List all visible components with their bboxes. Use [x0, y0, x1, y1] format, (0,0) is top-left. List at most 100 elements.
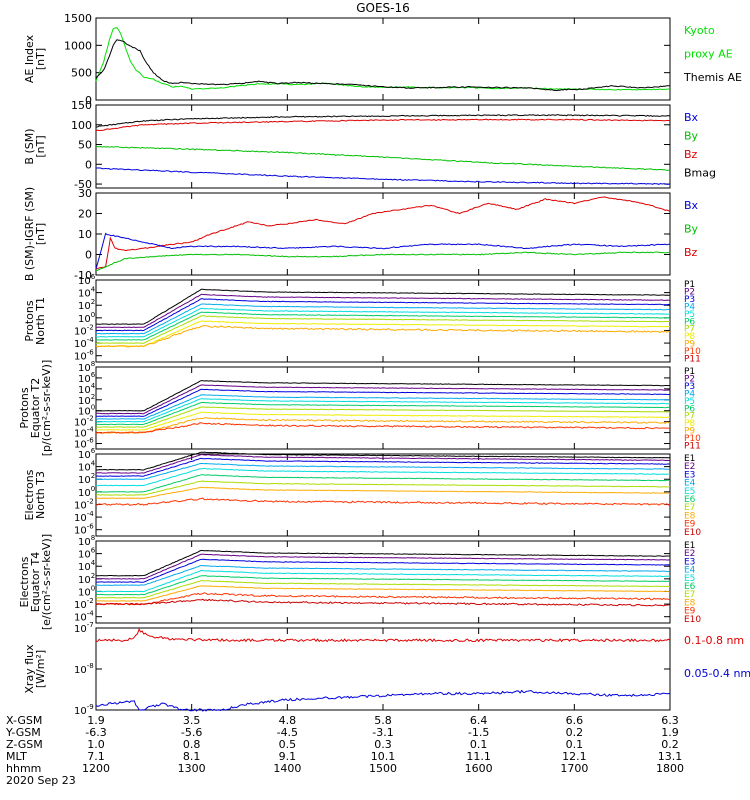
y-axis-label: Xray flux — [23, 644, 36, 694]
ephemeris-value: 1800 — [656, 762, 684, 775]
legend-entry: E9 — [684, 607, 696, 617]
channel-line-e7 — [95, 579, 671, 599]
channel-line-e3 — [95, 457, 671, 477]
channel-line-p8 — [95, 320, 671, 348]
panel-frame — [95, 104, 671, 189]
ephemeris-value: 9.1 — [279, 750, 297, 763]
channel-line-e9 — [95, 592, 671, 606]
legend-entry: P9 — [684, 340, 695, 350]
legend-entry: E5 — [684, 487, 695, 497]
legend-entry: Kyoto — [684, 24, 715, 37]
channel-line-p4 — [95, 394, 670, 420]
legend-entry: P3 — [684, 295, 695, 305]
channel-line-e10 — [95, 598, 670, 607]
channel-line-e1 — [95, 451, 670, 471]
ephemeris-value: 1400 — [273, 762, 301, 775]
ephemeris-label: Z-GSM — [6, 738, 43, 751]
series-line-by — [95, 145, 670, 171]
legend-entry: P7 — [684, 412, 695, 422]
y-tick-label: 0 — [85, 158, 92, 171]
y-axis-label: North T3 — [34, 471, 47, 519]
legend-entry: proxy AE — [684, 47, 733, 60]
legend-entry: E8 — [684, 598, 696, 608]
ephemeris-value: 8.1 — [183, 750, 201, 763]
legend-entry: P8 — [684, 419, 695, 429]
channel-line-p2 — [96, 293, 671, 329]
ephemeris-value: 13.1 — [658, 750, 683, 763]
series-line-by — [96, 251, 671, 271]
channel-line-p8 — [96, 411, 671, 431]
legend-entry: 0.1-0.8 nm — [684, 634, 744, 647]
legend-entry: E3 — [684, 470, 695, 480]
y-tick-label: 20 — [78, 208, 92, 221]
ephemeris-value: 1.9 — [87, 714, 105, 727]
channel-line-p9 — [95, 416, 671, 434]
channel-line-p7 — [96, 315, 671, 344]
channel-line-p3 — [96, 298, 671, 332]
ephemeris-value: 0.1 — [470, 738, 488, 751]
ephemeris-value: 1300 — [178, 762, 206, 775]
ephemeris-value: 5.8 — [374, 714, 392, 727]
y-tick-label: 50 — [78, 139, 92, 152]
ephemeris-value: 0.3 — [374, 738, 392, 751]
y-axis-label: [p/(cm²-s-sr-keV)] — [40, 360, 53, 457]
y-axis-label: North T1 — [34, 297, 47, 345]
y-tick-label: 10 — [78, 228, 92, 241]
y-tick-label: 0 — [85, 94, 92, 107]
series-line-bmag — [95, 114, 671, 128]
ephemeris-value: -5.6 — [181, 726, 202, 739]
panel-ee: 10810610410210010-210-4ElectronsEquator … — [18, 534, 701, 630]
series-line-0-1-0-8-nm — [95, 627, 671, 643]
channel-line-e6 — [95, 474, 671, 493]
channel-line-e8 — [95, 585, 671, 602]
channel-line-p7 — [95, 406, 671, 428]
y-axis-label: Electrons — [23, 469, 36, 520]
legend-entry: P4 — [684, 302, 695, 312]
legend-entry: P6 — [684, 317, 695, 327]
ephemeris-label: hhmm — [6, 762, 41, 775]
legend-entry: Bmag — [684, 166, 716, 179]
series-line-bx — [96, 167, 671, 185]
channel-line-p5 — [95, 307, 670, 338]
legend-entry: Themis AE — [683, 71, 742, 84]
channel-line-p9 — [95, 324, 671, 348]
channel-line-e5 — [96, 569, 671, 593]
legend-entry: E4 — [684, 566, 696, 576]
ephemeris-value: 0.5 — [279, 738, 297, 751]
ephemeris-label: Y-GSM — [5, 726, 41, 739]
panel-frame — [95, 192, 671, 276]
channel-line-e4 — [95, 462, 671, 481]
channel-line-e3 — [95, 558, 671, 583]
panel-bsm: -50 0 50 100 150 B (SM)[nT] Bx By Bz Bmag — [23, 99, 716, 191]
legend-entry: Bx — [684, 111, 699, 124]
legend-entry: E7 — [684, 503, 695, 513]
ephemeris-value: -1.5 — [468, 726, 489, 739]
legend-entry: P7 — [684, 325, 695, 335]
y-axis-label: B (SM)-IGRF (SM) — [23, 187, 36, 281]
y-axis-label: [nT] — [34, 48, 47, 70]
legend-entry: P10 — [684, 434, 701, 444]
legend-entry: E2 — [684, 549, 695, 559]
channel-line-e2 — [96, 553, 671, 580]
legend-entry: P8 — [684, 332, 695, 342]
ephemeris-date: 2020 Sep 23 — [6, 774, 76, 787]
y-axis-label: Protons — [23, 300, 36, 341]
channel-line-p4 — [96, 303, 671, 335]
legend-entry: E5 — [684, 574, 695, 584]
ephemeris-value: 1700 — [560, 762, 588, 775]
ephemeris-value: 1.0 — [87, 738, 105, 751]
y-tick-label: 100 — [71, 119, 92, 132]
ephemeris-value: 7.1 — [87, 750, 105, 763]
series-line-0-05-0-4-nm — [95, 689, 671, 712]
channel-line-e6 — [95, 575, 670, 596]
y-axis-label: [W/m²] — [34, 650, 47, 688]
panel-frame — [95, 366, 671, 450]
legend-entry: E7 — [684, 590, 695, 600]
y-tick-label: 150 — [71, 99, 92, 112]
ephemeris-value: 0.1 — [566, 738, 584, 751]
legend-entry: By — [684, 129, 699, 142]
